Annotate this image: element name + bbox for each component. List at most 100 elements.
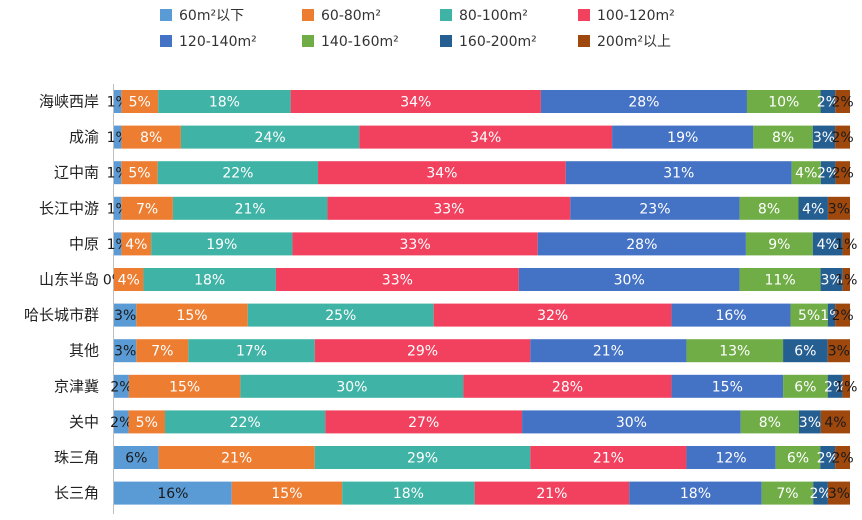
bar-segment xyxy=(790,303,828,327)
data-label: 33% xyxy=(433,201,464,217)
data-label: 9% xyxy=(768,237,790,253)
data-label: 27% xyxy=(408,415,439,431)
bar-segment xyxy=(114,303,137,327)
bar-segment xyxy=(158,90,291,113)
bar-segment xyxy=(359,125,613,149)
data-label: 1% xyxy=(835,237,857,253)
bar-segment xyxy=(157,161,319,185)
bar-segment xyxy=(740,410,799,434)
legend-item: 120-140m² xyxy=(160,34,257,50)
legend-swatch xyxy=(160,9,172,21)
data-label: 2% xyxy=(110,379,132,395)
data-label: 8% xyxy=(772,130,794,146)
bar-segment xyxy=(325,410,523,434)
bar-segment xyxy=(114,481,232,505)
data-label: 5% xyxy=(136,415,158,431)
bar-segment xyxy=(121,125,181,149)
bar-segment xyxy=(151,232,293,256)
data-label: 28% xyxy=(552,379,583,395)
legend-item: 100-120m² xyxy=(578,8,675,24)
legend-swatch xyxy=(578,9,590,21)
legend-label: 140-160m² xyxy=(321,34,399,50)
data-label: 15% xyxy=(176,308,207,324)
legend-swatch xyxy=(302,9,314,21)
legend-label: 60m²以下 xyxy=(179,8,244,24)
data-label: 23% xyxy=(639,201,670,217)
bar-segment xyxy=(231,481,343,505)
data-label: 4% xyxy=(824,415,846,431)
bar-segment xyxy=(240,374,464,398)
bar-segment xyxy=(835,303,850,327)
data-label: 3% xyxy=(828,201,850,217)
bar-segment xyxy=(114,232,122,256)
bar-segment xyxy=(827,196,850,220)
data-label: 3% xyxy=(799,415,821,431)
bar-segment xyxy=(522,410,741,434)
data-label: 29% xyxy=(407,344,438,360)
data-label: 30% xyxy=(614,273,645,289)
bar-segment xyxy=(318,161,566,185)
data-label: 1% xyxy=(835,273,857,289)
data-label: 21% xyxy=(235,201,266,217)
data-label: 10% xyxy=(768,95,799,111)
legend-label: 120-140m² xyxy=(179,34,257,50)
bar-segment xyxy=(314,446,531,469)
bar-segment xyxy=(314,339,531,363)
legend-item: 80-100m² xyxy=(440,8,528,24)
bar-segment xyxy=(798,410,821,434)
bar-segment xyxy=(292,232,538,256)
bar-segment xyxy=(188,339,315,363)
bar-segment xyxy=(775,446,821,469)
bar-segment xyxy=(686,446,776,469)
data-label: 7% xyxy=(151,344,173,360)
legend-swatch xyxy=(160,35,172,47)
data-label: 3% xyxy=(828,486,850,502)
category-label: 中原 xyxy=(69,235,99,253)
bar-segment xyxy=(114,446,159,469)
bar-segment xyxy=(835,161,850,185)
category-label: 长江中游 xyxy=(39,199,99,217)
data-label: 8% xyxy=(759,415,781,431)
data-label: 2% xyxy=(110,415,132,431)
data-label: 22% xyxy=(222,166,253,182)
bar-segment xyxy=(813,481,828,505)
data-label: 7% xyxy=(776,486,798,502)
data-label: 8% xyxy=(758,201,780,217)
data-label: 18% xyxy=(393,486,424,502)
data-label: 33% xyxy=(382,273,413,289)
data-label: 18% xyxy=(194,273,225,289)
bar-segment xyxy=(540,90,747,113)
bar-segment xyxy=(842,268,850,291)
bar-segment xyxy=(121,196,173,220)
bar-segment xyxy=(686,339,784,363)
data-label: 30% xyxy=(336,379,367,395)
bar-segment xyxy=(783,339,828,363)
data-label: 25% xyxy=(325,308,356,324)
bar-segment xyxy=(753,125,813,149)
category-label: 关中 xyxy=(69,413,99,431)
data-label: 29% xyxy=(407,451,438,467)
legend-item: 200m²以上 xyxy=(578,34,671,50)
data-label: 5% xyxy=(128,166,150,182)
legend-swatch xyxy=(440,9,452,21)
data-label: 19% xyxy=(667,130,698,146)
bar-segment xyxy=(820,268,843,291)
data-label: 7% xyxy=(136,201,158,217)
bar-segment xyxy=(530,446,687,469)
bar-segment xyxy=(746,90,821,113)
bar-segment xyxy=(275,268,519,291)
data-label: 2% xyxy=(831,130,853,146)
bar-segment xyxy=(121,90,159,113)
bar-segment xyxy=(121,232,152,256)
bar-segment xyxy=(827,374,843,398)
data-label: 12% xyxy=(715,451,746,467)
legend-swatch xyxy=(578,35,590,47)
bar-segment xyxy=(165,410,326,434)
bar-segment xyxy=(158,446,315,469)
data-label: 2% xyxy=(831,308,853,324)
data-label: 1% xyxy=(835,379,857,395)
data-label: 6% xyxy=(794,344,816,360)
data-label: 33% xyxy=(400,237,431,253)
data-label: 24% xyxy=(255,130,286,146)
bar-segment xyxy=(842,374,850,398)
